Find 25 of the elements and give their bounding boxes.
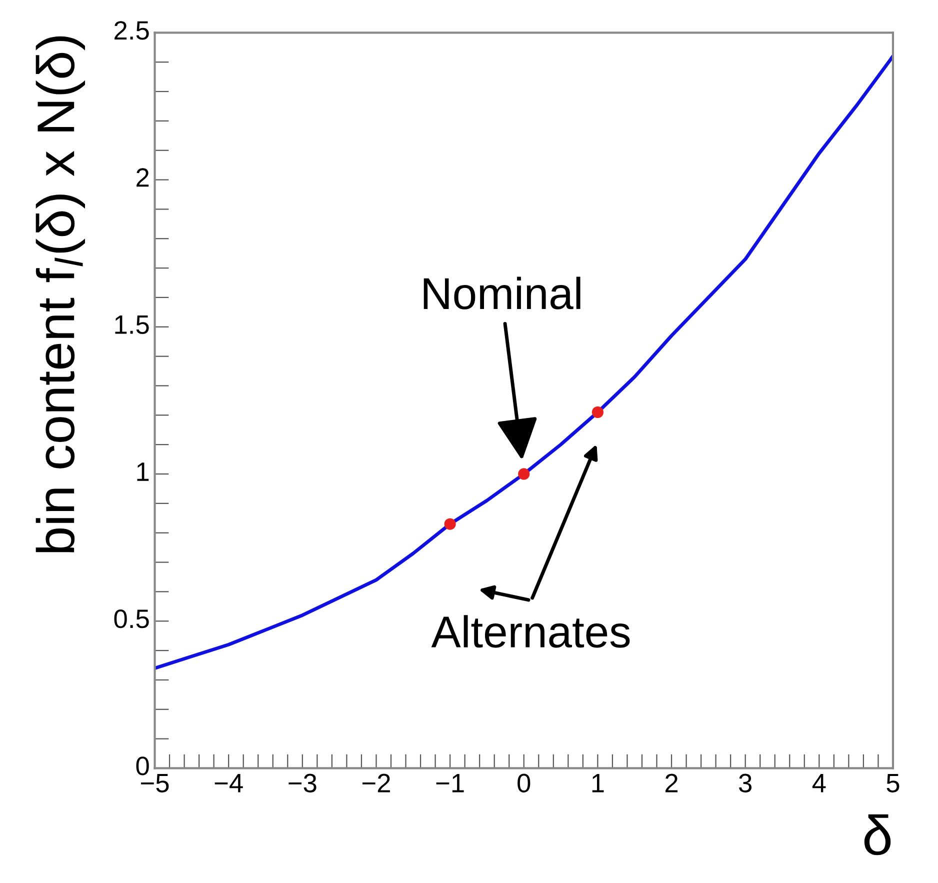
annotation: Alternates [431, 615, 630, 648]
point [518, 468, 530, 480]
x-tick-label: 3 [739, 774, 752, 792]
y-tick-label: 1 [137, 462, 149, 481]
y-tick-label: 0.5 [114, 610, 149, 628]
x-tick-label: −2 [362, 774, 390, 792]
x-tick-label: −4 [214, 774, 243, 792]
y-tick-label: 2.5 [114, 21, 149, 40]
x-tick-label: 5 [886, 774, 900, 792]
line-series [154, 54, 893, 670]
x-axis-title: δ [864, 814, 891, 856]
x-tick-label: −5 [141, 774, 169, 792]
x-tick-label: −3 [288, 774, 316, 792]
x-tick-label: 1 [592, 774, 604, 792]
y-tick-label: 0 [136, 756, 149, 776]
point [444, 518, 456, 530]
point [592, 406, 604, 418]
y-tick-label: 2 [136, 168, 149, 187]
x-tick-label: 2 [666, 774, 678, 792]
annotation: Nominal [424, 276, 580, 310]
x-tick-label: −1 [436, 774, 464, 792]
y-tick-label: 1.5 [115, 316, 149, 334]
x-tick-label: 4 [812, 774, 826, 792]
x-tick-label: 0 [518, 774, 530, 792]
y-axis-title: bin content f$_{l}$(δ) x N(δ) [36, 36, 86, 552]
